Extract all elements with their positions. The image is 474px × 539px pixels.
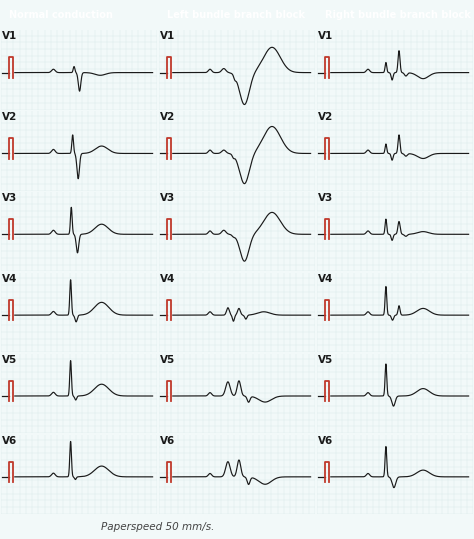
Text: V5: V5 [159, 355, 175, 365]
Text: V5: V5 [1, 355, 17, 365]
Text: V1: V1 [318, 31, 333, 42]
Text: Normal conduction: Normal conduction [9, 10, 112, 20]
Text: V2: V2 [1, 112, 17, 122]
Text: V6: V6 [1, 436, 17, 446]
Text: V1: V1 [159, 31, 175, 42]
Text: V5: V5 [318, 355, 333, 365]
Text: V3: V3 [1, 193, 17, 203]
Text: V3: V3 [159, 193, 175, 203]
Text: V6: V6 [159, 436, 175, 446]
Text: V6: V6 [318, 436, 333, 446]
Text: V2: V2 [159, 112, 175, 122]
Text: V4: V4 [1, 274, 17, 284]
Text: V2: V2 [318, 112, 333, 122]
Text: V1: V1 [1, 31, 17, 42]
Text: Paperspeed 50 mm/s.: Paperspeed 50 mm/s. [101, 522, 215, 532]
Text: Left bundle branch block: Left bundle branch block [166, 10, 304, 20]
Text: V4: V4 [318, 274, 333, 284]
Text: V3: V3 [318, 193, 333, 203]
Text: Right bundle branch block: Right bundle branch block [325, 10, 470, 20]
Text: V4: V4 [159, 274, 175, 284]
